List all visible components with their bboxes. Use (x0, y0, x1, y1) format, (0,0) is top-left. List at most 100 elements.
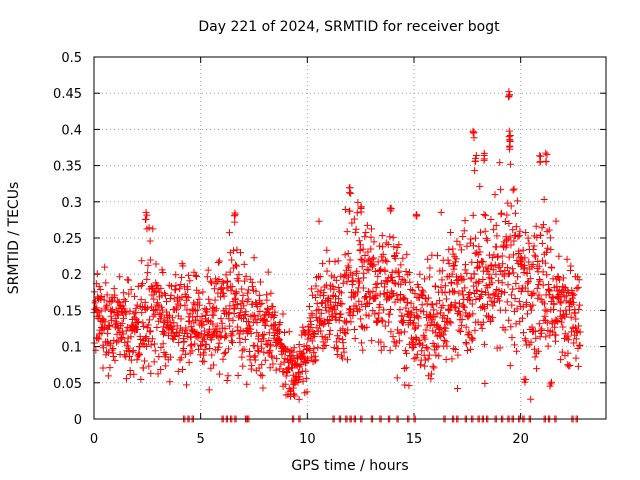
data-point (521, 264, 529, 272)
data-point (424, 345, 432, 353)
data-point (567, 313, 575, 321)
data-point (471, 326, 479, 334)
data-point (180, 345, 188, 353)
data-point (358, 300, 366, 308)
data-point (508, 301, 516, 309)
data-point (266, 364, 274, 372)
data-point (444, 256, 452, 264)
data-point (512, 223, 520, 231)
data-point (352, 225, 360, 233)
data-point (450, 288, 458, 296)
data-point (377, 338, 385, 346)
data-point (225, 309, 233, 317)
data-point (576, 328, 584, 336)
data-point (276, 328, 284, 336)
data-point (492, 221, 500, 229)
data-point (511, 295, 519, 303)
data-point (100, 325, 108, 333)
data-point (122, 297, 130, 305)
data-point (203, 273, 211, 281)
data-point (394, 269, 402, 277)
data-point (99, 344, 107, 352)
data-point (548, 378, 556, 386)
data-point (249, 311, 257, 319)
data-point (121, 338, 129, 346)
data-point (256, 291, 264, 299)
data-point (369, 262, 377, 270)
data-point (522, 298, 530, 306)
data-point (146, 256, 154, 264)
data-point (141, 357, 149, 365)
data-point (497, 186, 505, 194)
data-point (469, 310, 477, 318)
data-point (438, 267, 446, 275)
data-point (506, 91, 514, 99)
data-point (460, 275, 468, 283)
data-point (214, 258, 222, 266)
data-point (543, 151, 551, 159)
data-point (435, 352, 443, 360)
data-point (321, 283, 329, 291)
data-point (353, 267, 361, 275)
data-point (506, 362, 514, 370)
data-point (530, 242, 538, 250)
data-point (239, 291, 247, 299)
data-point (342, 319, 350, 327)
data-point (474, 263, 482, 271)
data-point (190, 268, 198, 276)
data-point (143, 304, 151, 312)
data-point (188, 305, 196, 313)
data-point (221, 348, 229, 356)
data-point (105, 322, 113, 330)
data-point (475, 277, 483, 285)
data-point (528, 290, 536, 298)
data-point (508, 265, 516, 273)
data-point (140, 322, 148, 330)
data-point (462, 309, 470, 317)
data-point (496, 159, 504, 167)
data-point (178, 273, 186, 281)
data-point (303, 388, 311, 396)
data-point (451, 258, 459, 266)
data-point (519, 246, 527, 254)
data-point (296, 373, 304, 381)
data-point (429, 301, 437, 309)
data-point (569, 291, 577, 299)
data-point (235, 330, 243, 338)
data-point (241, 335, 249, 343)
data-point (256, 278, 264, 286)
data-point (268, 353, 276, 361)
data-point (197, 341, 205, 349)
data-point (515, 298, 523, 306)
data-point (187, 333, 195, 341)
data-point (386, 310, 394, 318)
data-point (493, 253, 501, 261)
data-point (262, 321, 270, 329)
data-point (106, 364, 114, 372)
x-tick-label: 10 (299, 432, 316, 447)
data-point (364, 248, 372, 256)
data-point (488, 262, 496, 270)
data-point (152, 260, 160, 268)
plot-frame (93, 56, 607, 420)
data-point (414, 314, 422, 322)
data-point (307, 353, 315, 361)
data-point (518, 314, 526, 322)
data-point (255, 332, 263, 340)
data-point (556, 276, 564, 284)
data-point (134, 282, 142, 290)
data-point (155, 353, 163, 361)
data-point (295, 341, 303, 349)
data-point (570, 339, 578, 347)
data-point (101, 263, 109, 271)
data-point (181, 301, 189, 309)
data-point (306, 346, 314, 354)
data-point (112, 318, 120, 326)
data-point (115, 298, 123, 306)
data-point (172, 271, 180, 279)
data-point (380, 306, 388, 314)
data-point (145, 224, 153, 232)
data-point (232, 261, 240, 269)
data-point (370, 261, 378, 269)
data-point (393, 243, 401, 251)
